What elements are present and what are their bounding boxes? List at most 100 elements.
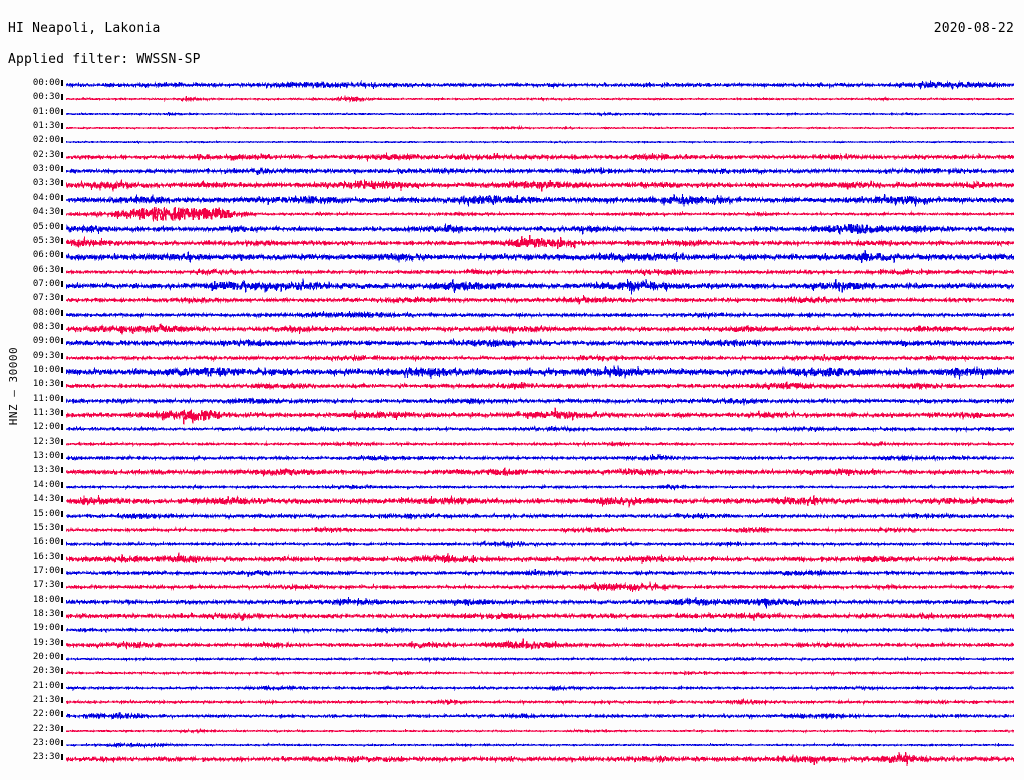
seismic-trace bbox=[66, 626, 1014, 635]
seismic-trace bbox=[66, 95, 1014, 104]
seismic-trace bbox=[66, 234, 1014, 249]
trace-row-tick-mark bbox=[61, 582, 63, 589]
seismic-trace bbox=[66, 670, 1014, 677]
seismic-trace bbox=[66, 712, 1014, 721]
trace-row-tick-mark bbox=[61, 367, 63, 373]
trace-row-tick-mark bbox=[61, 94, 63, 101]
trace-row-time-label: 21:00 bbox=[32, 680, 60, 691]
trace-row-time-label: 00:00 bbox=[32, 78, 60, 88]
trace-row-tick-mark bbox=[61, 209, 63, 216]
trace-row-time-label: 12:00 bbox=[32, 422, 60, 433]
trace-row-time-label: 20:00 bbox=[32, 652, 60, 662]
trace-row-tick-mark bbox=[61, 338, 63, 345]
trace-row: 18:00 bbox=[0, 595, 1024, 609]
trace-row: 08:30 bbox=[0, 322, 1024, 336]
trace-row-tick-mark bbox=[61, 237, 63, 244]
trace-row-time-label: 11:30 bbox=[32, 408, 60, 419]
trace-row-time-label: 05:30 bbox=[32, 235, 60, 246]
trace-row-time-label: 18:30 bbox=[32, 608, 60, 619]
seismic-trace bbox=[66, 551, 1014, 564]
trace-row-tick-mark bbox=[61, 553, 63, 560]
seismic-trace bbox=[66, 111, 1014, 117]
trace-row-tick-mark bbox=[61, 80, 63, 86]
seismic-trace bbox=[66, 250, 1014, 264]
seismic-trace bbox=[66, 337, 1014, 349]
trace-row: 21:00 bbox=[0, 681, 1024, 695]
trace-row-tick-mark bbox=[61, 108, 63, 115]
trace-row-tick-mark bbox=[61, 625, 63, 632]
trace-row: 06:30 bbox=[0, 265, 1024, 279]
trace-row-time-label: 03:00 bbox=[32, 164, 60, 175]
seismic-trace bbox=[66, 179, 1014, 193]
trace-row-time-label: 06:30 bbox=[32, 264, 60, 275]
trace-row: 11:00 bbox=[0, 394, 1024, 408]
trace-row: 00:00 bbox=[0, 78, 1024, 92]
trace-row-tick-mark bbox=[61, 610, 63, 617]
trace-row-tick-mark bbox=[61, 567, 63, 574]
trace-row-tick-mark bbox=[61, 467, 63, 474]
seismic-trace bbox=[66, 581, 1014, 593]
trace-row-time-label: 09:00 bbox=[32, 336, 60, 347]
trace-row-tick-mark bbox=[61, 639, 63, 646]
seismic-trace bbox=[66, 381, 1014, 391]
trace-row: 12:30 bbox=[0, 437, 1024, 451]
seismic-trace bbox=[66, 752, 1014, 767]
trace-row-tick-mark bbox=[61, 668, 63, 675]
trace-row: 17:30 bbox=[0, 580, 1024, 594]
trace-row-time-label: 15:00 bbox=[32, 508, 60, 519]
trace-row-tick-mark bbox=[61, 539, 63, 546]
trace-row: 20:00 bbox=[0, 652, 1024, 666]
trace-row: 03:00 bbox=[0, 164, 1024, 178]
trace-row: 10:00 bbox=[0, 365, 1024, 380]
seismic-trace bbox=[66, 323, 1014, 335]
trace-row: 20:30 bbox=[0, 666, 1024, 680]
seismic-trace bbox=[66, 425, 1014, 434]
trace-row-time-label: 08:00 bbox=[32, 307, 60, 318]
seismic-trace bbox=[66, 193, 1014, 207]
trace-row-tick-mark bbox=[61, 137, 63, 144]
trace-row: 19:30 bbox=[0, 638, 1024, 652]
seismic-trace bbox=[66, 698, 1014, 706]
trace-row-tick-mark bbox=[61, 280, 63, 287]
seismic-trace bbox=[66, 152, 1014, 162]
trace-row-tick-mark bbox=[61, 740, 63, 747]
seismic-trace bbox=[66, 525, 1014, 534]
trace-row-time-label: 14:30 bbox=[32, 494, 60, 505]
trace-row-time-label: 08:30 bbox=[32, 321, 60, 332]
station-title: HI Neapoli, Lakonia bbox=[8, 21, 161, 36]
seismic-trace bbox=[66, 540, 1014, 549]
seismic-trace bbox=[66, 140, 1014, 145]
trace-row-time-label: 17:00 bbox=[32, 565, 60, 576]
trace-row: 22:00 bbox=[0, 709, 1024, 723]
trace-row-tick-mark bbox=[61, 596, 63, 603]
trace-row: 15:00 bbox=[0, 509, 1024, 523]
trace-row-tick-mark bbox=[61, 352, 63, 359]
trace-row-tick-mark bbox=[61, 424, 63, 431]
trace-row: 08:00 bbox=[0, 308, 1024, 322]
trace-row-tick-mark bbox=[61, 381, 63, 388]
trace-row-time-label: 14:00 bbox=[32, 479, 60, 490]
trace-row: 04:30 bbox=[0, 206, 1024, 222]
trace-row-time-label: 18:00 bbox=[32, 594, 60, 605]
trace-row-tick-mark bbox=[61, 524, 63, 531]
trace-row: 02:30 bbox=[0, 150, 1024, 164]
trace-row-time-label: 07:30 bbox=[32, 293, 60, 304]
trace-row-tick-mark bbox=[61, 410, 63, 417]
trace-row: 09:00 bbox=[0, 336, 1024, 350]
trace-row-time-label: 20:30 bbox=[32, 666, 60, 677]
trace-row-tick-mark bbox=[61, 697, 63, 704]
seismic-trace bbox=[66, 727, 1014, 734]
trace-row-tick-mark bbox=[61, 438, 63, 445]
trace-row-time-label: 01:30 bbox=[32, 121, 60, 132]
seismic-trace bbox=[66, 80, 1014, 91]
seismic-trace bbox=[66, 310, 1014, 320]
trace-row-time-label: 10:00 bbox=[32, 365, 60, 375]
trace-row: 12:00 bbox=[0, 422, 1024, 436]
trace-row: 05:30 bbox=[0, 234, 1024, 250]
seismic-trace bbox=[66, 407, 1014, 425]
trace-row-tick-mark bbox=[61, 252, 63, 259]
trace-row-time-label: 12:30 bbox=[32, 436, 60, 447]
trace-row-time-label: 13:30 bbox=[32, 465, 60, 476]
applied-filter-label: Applied filter: WWSSN-SP bbox=[8, 52, 201, 67]
trace-row-time-label: 09:30 bbox=[32, 350, 60, 361]
